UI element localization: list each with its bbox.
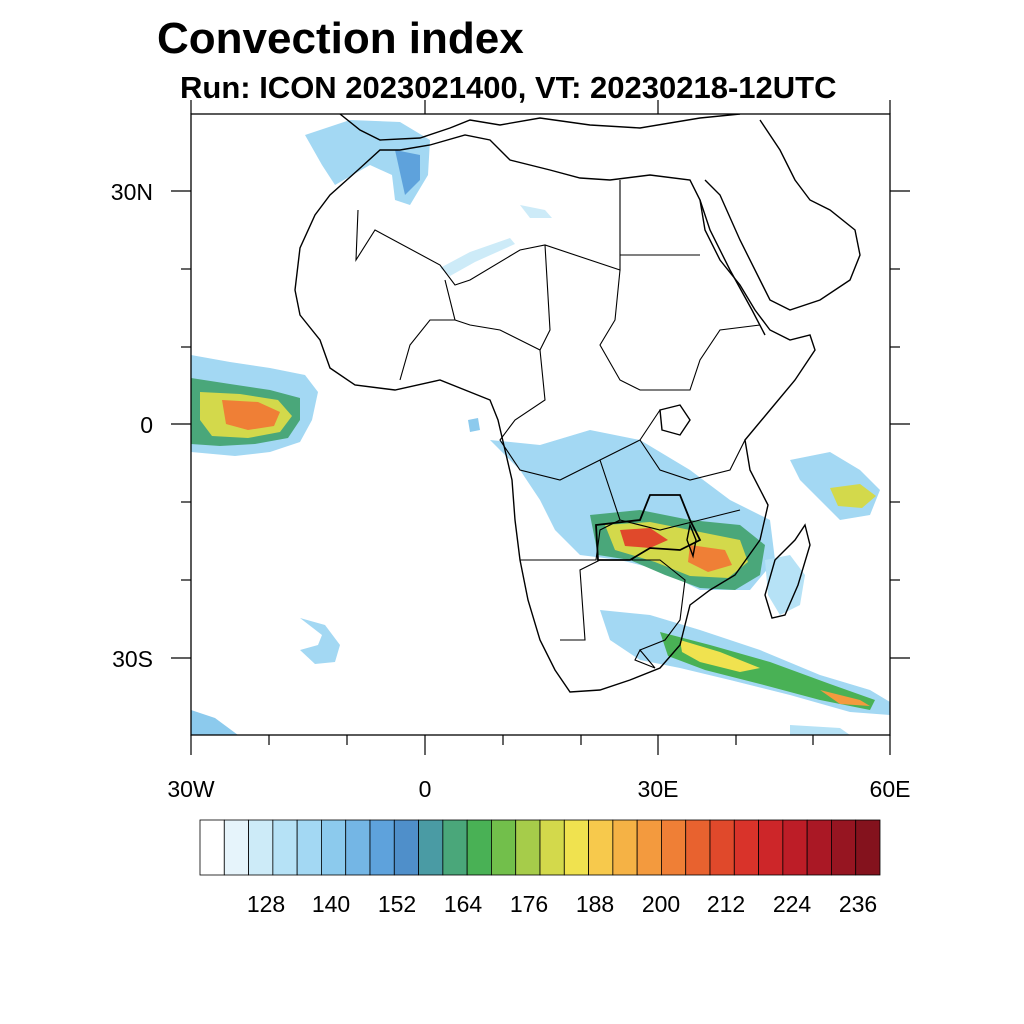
convection-blob-nw-africa-core <box>395 150 420 195</box>
colorbar-swatch <box>321 819 347 876</box>
lat-label-30s: 30S <box>112 646 153 672</box>
madagascar-coastline <box>764 523 811 619</box>
colorbar-swatch <box>248 819 274 876</box>
coastlines-and-borders <box>294 114 861 693</box>
convection-corner-se <box>790 725 850 735</box>
lon-label-30e: 30E <box>638 776 679 802</box>
colorbar-swatch <box>733 819 759 876</box>
colorbar-swatch <box>223 819 249 876</box>
colorbar-swatch <box>369 819 395 876</box>
zambia-outline <box>595 494 702 561</box>
colorbar-swatch <box>806 819 832 876</box>
convection-field <box>191 120 890 735</box>
colorbar-swatch <box>296 819 322 876</box>
convection-spot-libya <box>520 205 552 218</box>
colorbar-swatch <box>588 819 614 876</box>
colorbar-swatch <box>393 819 419 876</box>
convection-band-se-africa-tail <box>820 690 870 706</box>
colorbar-swatch <box>831 819 857 876</box>
arabia-coastline <box>704 119 861 311</box>
plot-subtitle: Run: ICON 2023021400, VT: 20230218-12UTC <box>180 70 837 105</box>
axis-ticks <box>171 100 910 755</box>
colorbar-swatch <box>515 819 541 876</box>
convection-blob-indian-ocean-core <box>830 484 876 508</box>
colorbar-swatch <box>758 819 784 876</box>
convection-band-se-africa-inner <box>680 640 760 672</box>
colorbar-swatch <box>345 819 371 876</box>
colorbar-swatch <box>782 819 808 876</box>
border-lines <box>355 180 761 669</box>
colorbar-swatch <box>199 819 225 876</box>
lon-label-30w: 30W <box>167 776 215 802</box>
colorbar-swatch <box>442 819 468 876</box>
lat-label-0: 0 <box>140 412 153 438</box>
convection-streak-sahara <box>440 238 515 276</box>
lat-label-30n: 30N <box>111 179 153 205</box>
colorbar-tick-label: 224 <box>773 891 812 917</box>
colorbar-swatch <box>563 819 589 876</box>
colorbar-swatch <box>539 819 565 876</box>
convection-blob-madagascar <box>765 555 805 615</box>
colorbar-tick-label: 152 <box>378 891 416 917</box>
convection-corner-sw <box>191 710 238 735</box>
colorbar-tick-label: 236 <box>839 891 877 917</box>
colorbar-tick-label: 200 <box>642 891 680 917</box>
convection-blob-atlantic-peak <box>222 400 280 430</box>
plot-title: Convection index <box>157 14 524 63</box>
convection-blob-zambia-peak <box>620 528 668 548</box>
lake-malawi <box>686 522 697 559</box>
colorbar-swatch <box>272 819 298 876</box>
convection-blob-indian-ocean <box>790 452 880 520</box>
colorbar <box>199 819 881 876</box>
lake-victoria <box>659 404 691 436</box>
convection-spot-gulf-guinea <box>468 418 480 432</box>
colorbar-tick-label: 128 <box>247 891 285 917</box>
colorbar-tick-label: 188 <box>576 891 614 917</box>
colorbar-tick-label: 164 <box>444 891 483 917</box>
lon-label-60e: 60E <box>870 776 911 802</box>
colorbar-swatch <box>685 819 711 876</box>
colorbar-swatch <box>491 819 517 876</box>
lon-label-0: 0 <box>419 776 432 802</box>
colorbar-tick-label: 176 <box>510 891 548 917</box>
colorbar-swatch <box>418 819 444 876</box>
colorbar-swatch <box>709 819 735 876</box>
colorbar-labels: 128 140 152 164 176 188 200 212 224 236 <box>247 891 877 917</box>
colorbar-tick-label: 140 <box>312 891 350 917</box>
colorbar-swatch <box>661 819 687 876</box>
convection-swirl-south-atlantic <box>300 618 340 664</box>
colorbar-swatch <box>466 819 492 876</box>
red-sea-west <box>699 199 766 336</box>
europe-coastline <box>339 114 741 141</box>
convection-blob-nw-africa <box>305 120 430 205</box>
convection-blob-mozambique-peak <box>688 545 732 572</box>
colorbar-swatch <box>612 819 638 876</box>
colorbar-swatch <box>636 819 662 876</box>
colorbar-swatch <box>855 819 881 876</box>
colorbar-tick-label: 212 <box>707 891 745 917</box>
africa-coastline <box>294 134 816 693</box>
